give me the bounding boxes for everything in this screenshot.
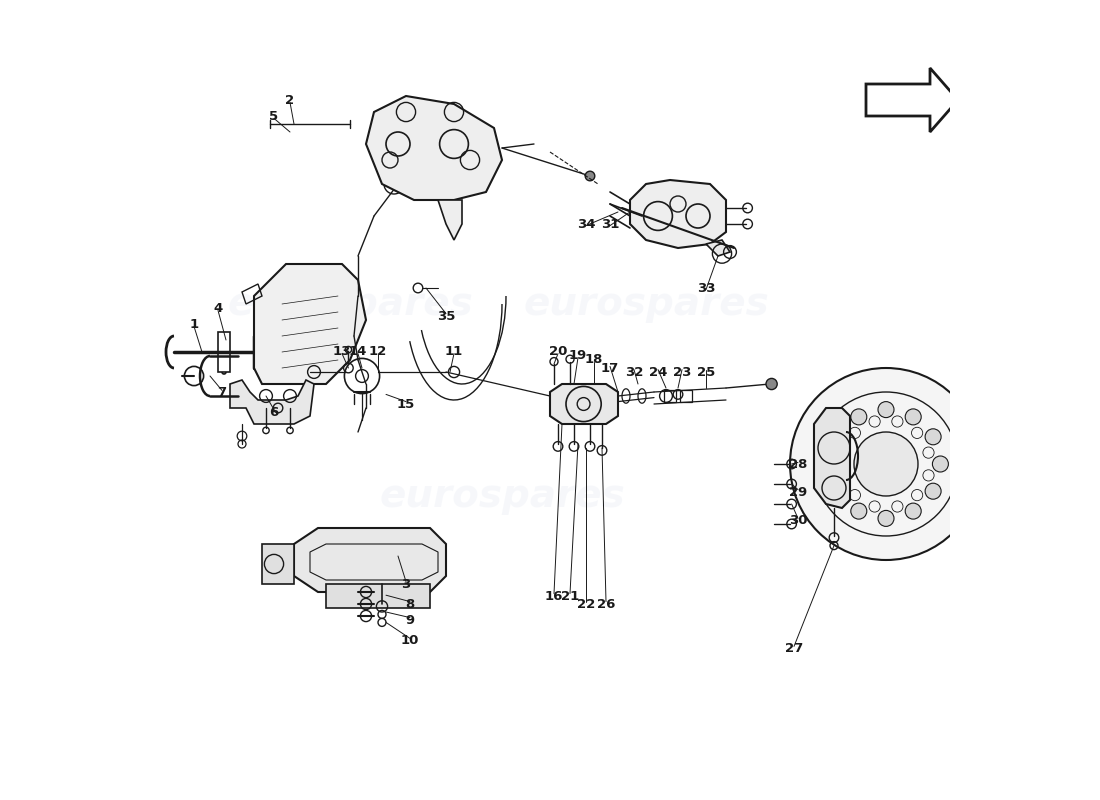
Polygon shape bbox=[814, 408, 850, 508]
Text: 11: 11 bbox=[444, 346, 463, 358]
Text: 20: 20 bbox=[549, 346, 568, 358]
Circle shape bbox=[905, 409, 921, 425]
Polygon shape bbox=[262, 544, 294, 584]
Text: 28: 28 bbox=[789, 458, 807, 470]
Circle shape bbox=[824, 456, 839, 472]
Polygon shape bbox=[326, 584, 430, 608]
Circle shape bbox=[585, 171, 595, 181]
Text: 23: 23 bbox=[673, 366, 691, 378]
Text: 1: 1 bbox=[189, 318, 199, 330]
Circle shape bbox=[766, 378, 778, 390]
Text: 34: 34 bbox=[576, 218, 595, 230]
Polygon shape bbox=[550, 384, 618, 424]
Text: 10: 10 bbox=[400, 634, 419, 646]
Text: 18: 18 bbox=[585, 354, 603, 366]
Circle shape bbox=[878, 510, 894, 526]
Polygon shape bbox=[630, 180, 726, 248]
Text: 30: 30 bbox=[789, 514, 807, 526]
Text: 5: 5 bbox=[270, 110, 278, 122]
Text: 6: 6 bbox=[270, 406, 278, 418]
Circle shape bbox=[925, 483, 942, 499]
Text: 32: 32 bbox=[625, 366, 644, 378]
Circle shape bbox=[925, 429, 942, 445]
Text: 12: 12 bbox=[368, 346, 387, 358]
Text: 29: 29 bbox=[789, 486, 807, 498]
Circle shape bbox=[854, 432, 918, 496]
Text: 33: 33 bbox=[696, 282, 715, 294]
Polygon shape bbox=[366, 96, 502, 200]
Circle shape bbox=[850, 409, 867, 425]
Text: 13: 13 bbox=[333, 346, 351, 358]
Text: 17: 17 bbox=[601, 362, 619, 374]
Text: 14: 14 bbox=[349, 346, 367, 358]
Text: 25: 25 bbox=[697, 366, 715, 378]
Circle shape bbox=[850, 503, 867, 519]
Text: 4: 4 bbox=[213, 302, 222, 314]
Polygon shape bbox=[294, 528, 446, 592]
Text: 9: 9 bbox=[406, 614, 415, 626]
Bar bbox=[680, 390, 692, 402]
Text: eurospares: eurospares bbox=[227, 285, 473, 323]
Text: 35: 35 bbox=[437, 310, 455, 322]
Text: 8: 8 bbox=[406, 598, 415, 610]
Circle shape bbox=[878, 402, 894, 418]
Circle shape bbox=[830, 429, 847, 445]
Polygon shape bbox=[706, 240, 730, 256]
Polygon shape bbox=[438, 200, 462, 240]
Text: 16: 16 bbox=[544, 590, 563, 602]
Polygon shape bbox=[254, 264, 366, 384]
Text: eurospares: eurospares bbox=[379, 477, 625, 515]
Circle shape bbox=[830, 483, 847, 499]
Text: 7: 7 bbox=[218, 386, 227, 398]
Circle shape bbox=[933, 456, 948, 472]
Bar bbox=[663, 390, 676, 402]
Text: 26: 26 bbox=[597, 598, 615, 610]
Polygon shape bbox=[230, 380, 313, 424]
Text: 24: 24 bbox=[649, 366, 668, 378]
Polygon shape bbox=[866, 68, 958, 132]
Text: 22: 22 bbox=[576, 598, 595, 610]
Circle shape bbox=[790, 368, 982, 560]
Text: 15: 15 bbox=[397, 398, 415, 410]
Text: 27: 27 bbox=[785, 642, 803, 654]
Text: 19: 19 bbox=[569, 350, 587, 362]
Text: 2: 2 bbox=[285, 94, 295, 106]
Text: 31: 31 bbox=[601, 218, 619, 230]
Circle shape bbox=[392, 178, 405, 190]
Circle shape bbox=[905, 503, 921, 519]
Text: 21: 21 bbox=[561, 590, 579, 602]
Text: eurospares: eurospares bbox=[524, 285, 769, 323]
Text: 3: 3 bbox=[402, 578, 410, 590]
